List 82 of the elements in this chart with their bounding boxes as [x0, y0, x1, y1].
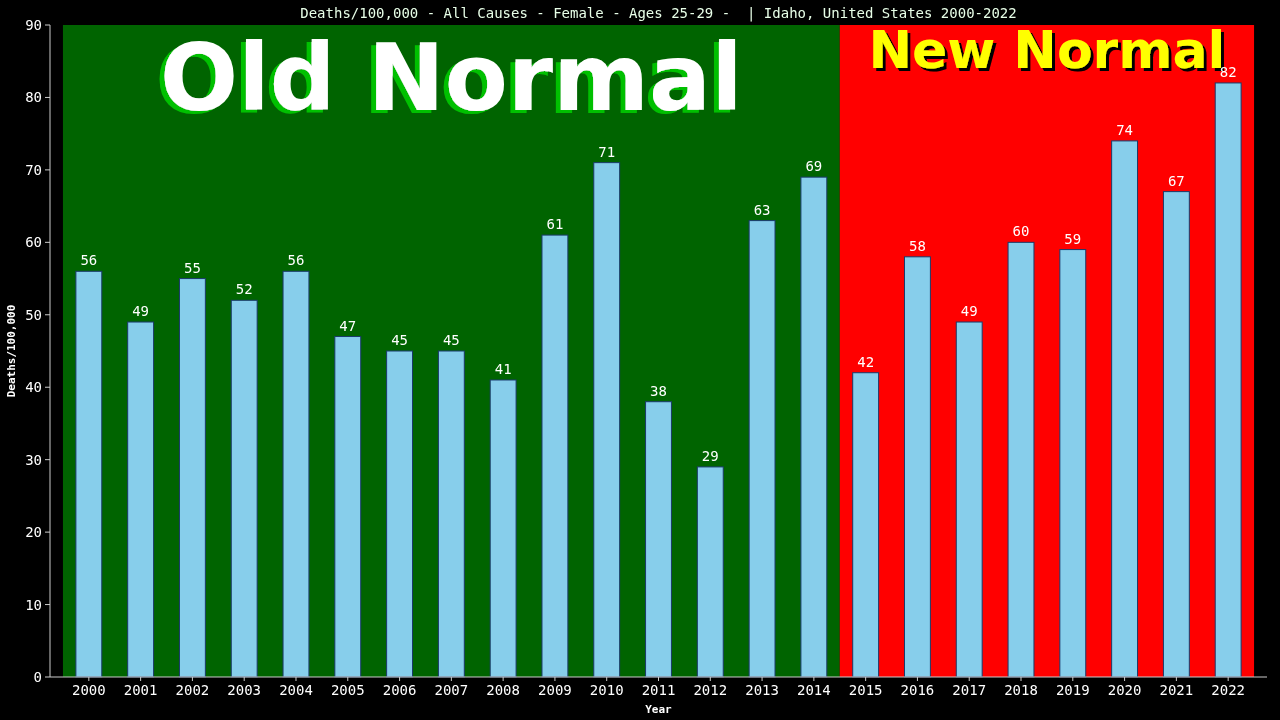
data-label: 60 [1012, 223, 1030, 240]
x-tick-label: 2014 [797, 682, 831, 698]
bar [645, 401, 672, 678]
data-label: 58 [909, 237, 926, 254]
bar [1162, 191, 1190, 678]
x-tick-label: 2002 [175, 682, 210, 698]
x-tick-label: 2008 [486, 682, 520, 698]
x-tick-label: 2017 [952, 682, 987, 698]
chart-title: Deaths/100,000 - All Causes - Female - Ages 25-29 - | Idaho, United States 2000-2022 [300, 5, 1017, 22]
x-tick-label: 2011 [641, 682, 676, 698]
y-tick-label: 10 [25, 596, 42, 613]
data-label: 47 [339, 317, 357, 334]
bar [800, 176, 828, 678]
x-tick-label: 2019 [1055, 682, 1090, 698]
bar [852, 372, 880, 678]
y-tick-label: 30 [25, 451, 42, 468]
x-tick-label: 2005 [330, 682, 365, 698]
data-label: 45 [442, 332, 460, 348]
data-label: 52 [235, 281, 253, 298]
bar [1111, 140, 1139, 678]
data-label: 56 [80, 252, 98, 269]
data-label: 29 [701, 447, 719, 464]
x-tick-label: 2018 [1004, 682, 1038, 698]
bar [696, 466, 724, 678]
y-tick-label: 60 [25, 234, 42, 251]
data-label: 45 [391, 332, 408, 348]
y-tick-label: 50 [25, 306, 42, 323]
y-tick-label: 90 [25, 17, 42, 33]
data-label: 41 [494, 360, 512, 377]
x-tick-label: 2013 [745, 682, 779, 698]
band-label: Old Normal [160, 25, 743, 132]
data-label: 71 [598, 143, 616, 160]
y-tick-label: 80 [25, 89, 42, 106]
data-label: 67 [1167, 172, 1185, 189]
x-tick-label: 2001 [123, 682, 158, 698]
data-label: 38 [650, 382, 667, 399]
data-label: 42 [857, 353, 875, 370]
x-tick-label: 2009 [538, 682, 572, 698]
bar [127, 321, 155, 678]
data-label: 56 [287, 252, 305, 269]
data-label: 59 [1064, 230, 1082, 247]
bar [282, 270, 310, 678]
data-label: 74 [1116, 121, 1134, 138]
data-label: 49 [132, 303, 150, 320]
bar [1214, 82, 1242, 678]
x-tick-label: 2012 [693, 682, 728, 698]
bar [1059, 249, 1087, 678]
x-tick-label: 2004 [279, 682, 313, 698]
bar [178, 278, 206, 678]
y-tick-label: 20 [25, 524, 42, 541]
y-axis-title: Deaths/100,000 [5, 304, 18, 398]
x-tick-label: 2000 [71, 682, 106, 698]
bar [75, 270, 103, 678]
x-tick-label: 2015 [848, 682, 883, 698]
x-tick-label: 2003 [227, 682, 262, 698]
x-axis-title: Year [645, 703, 673, 716]
y-tick-label: 40 [25, 379, 42, 396]
y-tick-label: 0 [33, 669, 42, 685]
x-tick-label: 2021 [1159, 682, 1194, 698]
x-tick-label: 2010 [589, 682, 624, 698]
x-tick-label: 2007 [434, 682, 469, 698]
bar [1007, 241, 1035, 678]
bar [903, 256, 931, 678]
y-tick-label: 70 [25, 161, 42, 178]
data-label: 61 [546, 216, 564, 233]
x-tick-label: 2006 [382, 682, 417, 698]
x-tick-label: 2020 [1107, 682, 1142, 698]
bar [437, 350, 465, 678]
bar [593, 162, 621, 678]
bar [955, 321, 983, 678]
x-tick-label: 2016 [900, 682, 935, 698]
bar [489, 379, 517, 678]
x-tick-label: 2022 [1211, 682, 1246, 698]
data-label: 63 [753, 201, 771, 218]
bar [748, 220, 776, 678]
bar [541, 234, 569, 678]
data-label: 49 [960, 303, 978, 320]
bar [334, 336, 362, 678]
bar [386, 350, 414, 678]
bar [230, 299, 258, 678]
data-label: 69 [805, 158, 823, 175]
data-label: 55 [183, 259, 201, 276]
